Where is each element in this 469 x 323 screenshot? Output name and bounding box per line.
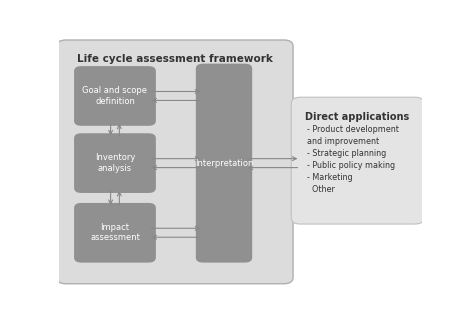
FancyBboxPatch shape bbox=[74, 203, 156, 263]
Text: - Strategic planning: - Strategic planning bbox=[307, 149, 386, 158]
Text: Goal and scope
definition: Goal and scope definition bbox=[83, 86, 147, 106]
Text: - Marketing: - Marketing bbox=[307, 173, 353, 182]
FancyBboxPatch shape bbox=[291, 97, 424, 224]
Text: - Public policy making: - Public policy making bbox=[307, 161, 395, 170]
Text: and improvement: and improvement bbox=[307, 137, 379, 146]
FancyBboxPatch shape bbox=[196, 64, 252, 263]
Text: Impact
assessment: Impact assessment bbox=[90, 223, 140, 243]
Text: Life cycle assessment framework: Life cycle assessment framework bbox=[77, 54, 273, 64]
FancyBboxPatch shape bbox=[57, 40, 293, 284]
Text: Other: Other bbox=[307, 185, 335, 194]
Text: Direct applications: Direct applications bbox=[305, 112, 410, 122]
FancyBboxPatch shape bbox=[74, 133, 156, 193]
Text: Interpretation: Interpretation bbox=[195, 159, 253, 168]
FancyBboxPatch shape bbox=[74, 66, 156, 126]
Text: - Product development: - Product development bbox=[307, 125, 399, 134]
Text: Inventory
analysis: Inventory analysis bbox=[95, 153, 135, 173]
